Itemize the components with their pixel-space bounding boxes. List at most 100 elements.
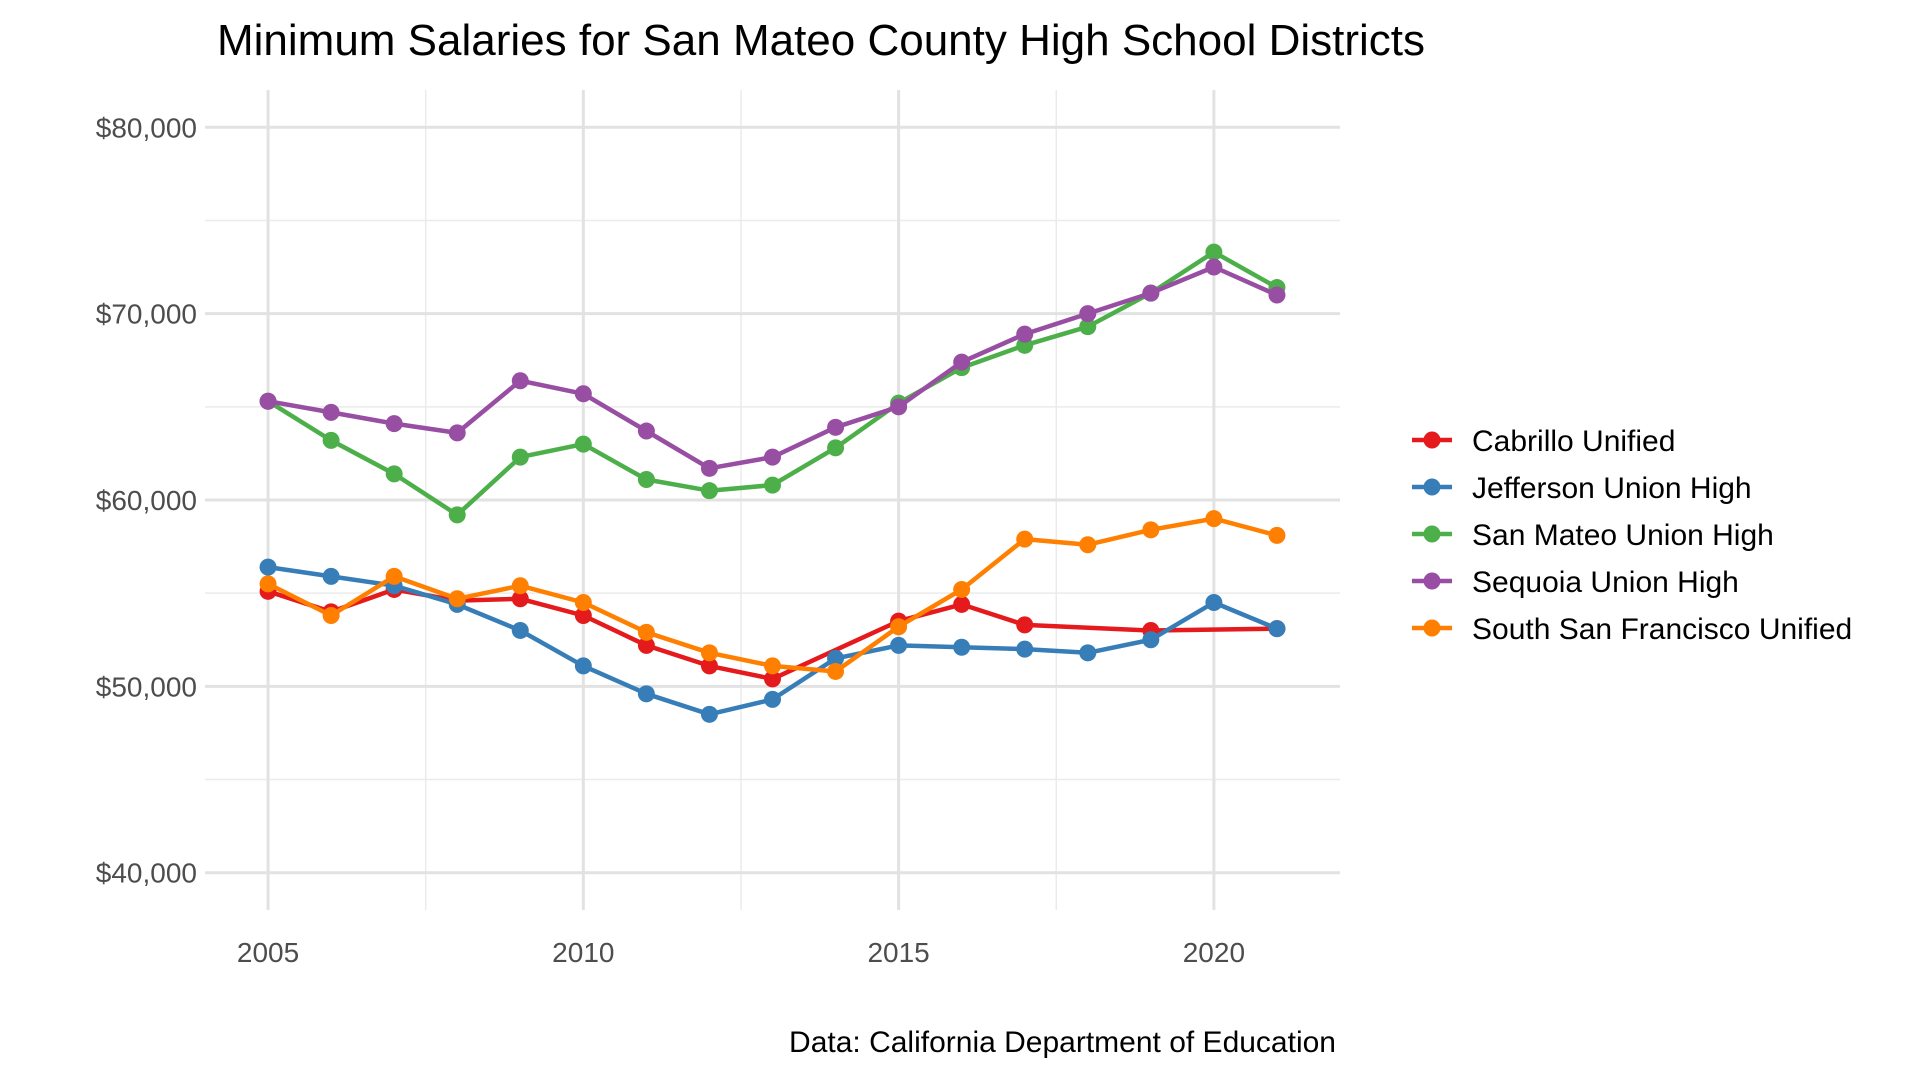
y-tick-label: $60,000	[96, 485, 197, 516]
data-point	[637, 685, 655, 703]
legend-label: Jefferson Union High	[1472, 472, 1752, 505]
data-point	[1016, 325, 1034, 343]
y-tick-label: $80,000	[96, 112, 197, 143]
data-point	[764, 670, 781, 688]
data-point	[1016, 640, 1034, 658]
legend-item: San Mateo Union High	[1412, 519, 1774, 552]
data-series	[259, 243, 1286, 723]
data-point	[1079, 305, 1097, 323]
y-tick-label: $40,000	[96, 858, 197, 889]
data-point	[700, 657, 718, 675]
data-point	[764, 657, 781, 675]
series-san-mateo-union-high	[259, 243, 1286, 524]
legend-key-point	[1423, 619, 1441, 637]
legend-label: San Mateo Union High	[1472, 519, 1774, 552]
data-point	[953, 638, 971, 656]
x-tick-label: 2005	[237, 937, 299, 968]
data-point	[1079, 644, 1097, 662]
legend-label: Cabrillo Unified	[1472, 425, 1675, 458]
data-point	[700, 459, 718, 477]
data-point	[953, 580, 971, 598]
legend-key-point	[1423, 431, 1441, 449]
data-point	[764, 476, 781, 494]
data-point	[1205, 594, 1223, 611]
data-point	[574, 657, 592, 675]
data-point	[1016, 616, 1034, 634]
legend-item: South San Francisco Unified	[1412, 613, 1852, 646]
data-point	[448, 590, 466, 608]
legend-label: Sequoia Union High	[1472, 566, 1739, 599]
legend-item: Cabrillo Unified	[1412, 425, 1675, 458]
data-point	[827, 439, 845, 457]
data-point	[385, 415, 403, 433]
data-point	[953, 595, 971, 613]
data-point	[637, 636, 655, 654]
data-point	[322, 607, 340, 625]
y-tick-label: $50,000	[96, 671, 197, 702]
data-point	[574, 385, 592, 403]
data-point	[1205, 243, 1223, 261]
legend-item: Jefferson Union High	[1412, 472, 1752, 505]
data-point	[574, 435, 592, 453]
data-point	[448, 506, 466, 524]
data-point	[637, 422, 655, 440]
data-point	[322, 567, 340, 585]
data-point	[1079, 536, 1097, 554]
data-point	[259, 558, 277, 576]
data-point	[511, 621, 529, 639]
legend-key-point	[1423, 572, 1441, 590]
data-point	[448, 424, 466, 442]
x-tick-label: 2020	[1183, 937, 1245, 968]
data-point	[1142, 521, 1160, 539]
data-point	[890, 618, 908, 636]
data-point	[827, 418, 845, 436]
data-point	[637, 623, 655, 641]
data-point	[1142, 284, 1160, 302]
data-point	[511, 577, 529, 595]
data-point	[953, 353, 971, 371]
data-point	[827, 649, 845, 667]
data-point	[1268, 620, 1286, 638]
x-tick-label: 2015	[867, 937, 929, 968]
data-point	[259, 392, 277, 410]
data-point	[764, 448, 781, 466]
data-point	[1268, 286, 1286, 304]
data-point	[890, 636, 908, 654]
data-point	[385, 465, 403, 483]
data-point	[1205, 510, 1223, 528]
series-line	[265, 587, 1280, 682]
data-point	[385, 567, 403, 585]
legend: Cabrillo Unified Jefferson Union High San …	[1412, 425, 1852, 646]
data-point	[890, 398, 908, 416]
data-point	[1079, 318, 1097, 336]
data-point	[511, 372, 529, 390]
data-point	[574, 594, 592, 611]
data-point	[259, 575, 277, 593]
legend-label: South San Francisco Unified	[1472, 613, 1852, 646]
y-tick-label: $70,000	[96, 299, 197, 330]
series-jefferson-union-high	[259, 558, 1286, 723]
data-point	[1268, 526, 1286, 544]
chart-title: Minimum Salaries for San Mateo County Hi…	[217, 16, 1425, 65]
gridlines	[205, 90, 1340, 910]
series-sequoia-union-high	[259, 258, 1286, 477]
data-point	[1205, 258, 1223, 276]
x-tick-label: 2010	[552, 937, 614, 968]
data-point	[322, 403, 340, 421]
series-line	[265, 249, 1280, 518]
data-point	[574, 607, 592, 625]
data-point	[511, 590, 529, 608]
data-point	[322, 431, 340, 449]
data-point	[700, 705, 718, 723]
data-point	[1016, 530, 1034, 548]
series-line	[265, 264, 1280, 471]
data-point	[764, 690, 781, 708]
axis-tick-labels: 2005 2010 2015 2020 $40,000 $50,000 $60,000 $70…	[96, 112, 1245, 968]
data-point	[511, 448, 529, 466]
series-south-san-francisco-unified	[259, 510, 1286, 680]
data-point	[700, 482, 718, 500]
data-point	[1142, 631, 1160, 649]
data-point	[827, 662, 845, 680]
